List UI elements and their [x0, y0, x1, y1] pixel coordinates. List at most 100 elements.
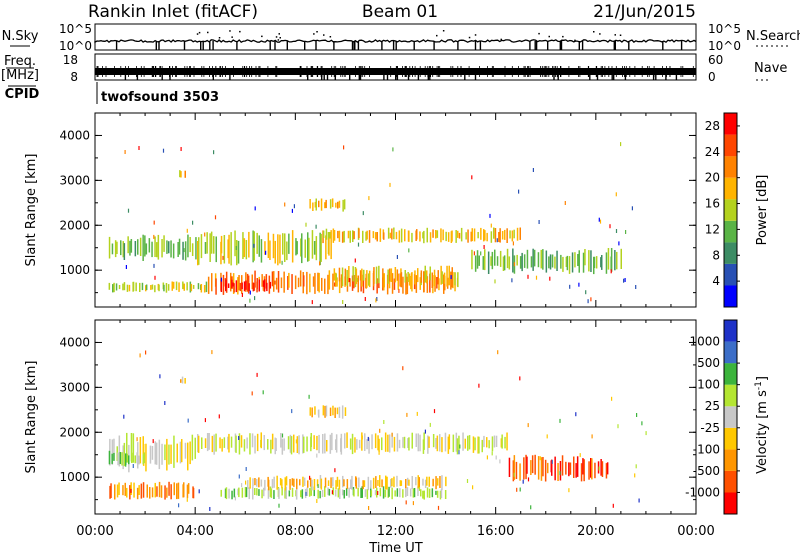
heatmap-cell — [329, 199, 332, 209]
heatmap-cell — [403, 436, 406, 449]
heatmap-cell — [518, 189, 520, 194]
heatmap-cell — [387, 434, 389, 452]
heatmap-cell — [251, 391, 253, 396]
colorbar-segment — [724, 320, 737, 342]
heatmap-cell — [490, 231, 493, 243]
radar-title: Rankin Inlet (fitACF) — [88, 2, 258, 22]
heatmap-cell — [318, 200, 320, 208]
heatmap-cell — [445, 476, 447, 487]
heatmap-cell — [277, 271, 280, 293]
heatmap-cell — [525, 454, 527, 480]
heatmap-cell — [303, 477, 306, 486]
velocity-colorbar-label-main: Velocity [m s — [755, 390, 770, 474]
heatmap-cell — [167, 284, 170, 291]
heatmap-cell — [420, 270, 423, 283]
heatmap-cell — [233, 283, 235, 293]
heatmap-cell — [111, 243, 114, 255]
heatmap-cell — [256, 281, 258, 293]
nsky-search-dot — [442, 30, 445, 32]
heatmap-cell — [286, 241, 288, 261]
heatmap-cell — [243, 238, 246, 258]
heatmap-cell — [433, 269, 436, 287]
heatmap-cell — [516, 227, 519, 241]
heatmap-cell — [547, 462, 549, 474]
heatmap-cell — [195, 237, 197, 260]
heatmap-cell — [132, 433, 135, 463]
heatmap-cell — [506, 228, 508, 243]
heatmap-cell — [313, 241, 316, 255]
heatmap-cell — [237, 488, 239, 496]
heatmap-cell — [173, 435, 175, 468]
heatmap-cell — [120, 240, 122, 256]
heatmap-cell — [454, 272, 456, 286]
heatmap-cell — [366, 230, 368, 240]
heatmap-cell — [348, 278, 350, 282]
heatmap-cell — [396, 255, 398, 259]
heatmap-cell — [309, 477, 312, 487]
heatmap-cell — [374, 433, 377, 449]
heatmap-cell — [291, 487, 294, 497]
heatmap-cell — [284, 488, 286, 499]
heatmap-cell — [335, 273, 337, 281]
heatmap-cell — [175, 281, 178, 291]
heatmap-cell — [314, 201, 317, 208]
heatmap-cell — [266, 282, 268, 292]
heatmap-cell — [312, 276, 315, 287]
heatmap-cell — [230, 436, 233, 448]
heatmap-cell — [508, 457, 511, 477]
heatmap-cell — [320, 198, 323, 211]
x-tick-label: 00:00 — [677, 524, 714, 539]
nsky-search-dot — [599, 33, 601, 35]
heatmap-cell — [236, 240, 238, 266]
heatmap-cell — [241, 293, 243, 297]
heatmap-cell — [156, 242, 158, 258]
heatmap-cell — [115, 283, 118, 291]
heatmap-cell — [499, 459, 501, 464]
heatmap-cell — [549, 276, 551, 281]
heatmap-cell — [221, 438, 223, 452]
colorbar-segment — [724, 220, 737, 243]
heatmap-cell — [334, 282, 336, 287]
heatmap-cell — [478, 383, 480, 388]
heatmap-cell — [426, 227, 428, 243]
colorbar-frame — [723, 319, 738, 515]
heatmap-cell — [548, 256, 550, 269]
heatmap-cell — [559, 461, 562, 481]
heatmap-cell — [294, 275, 297, 290]
heatmap-cell — [425, 274, 427, 279]
heatmap-cell — [288, 233, 290, 254]
heatmap-cell — [181, 376, 184, 384]
heatmap-cell — [605, 252, 608, 274]
heatmap-cell — [319, 261, 321, 266]
heatmap-cell — [503, 255, 506, 271]
heatmap-cell — [295, 238, 297, 256]
heatmap-cell — [391, 273, 394, 294]
heatmap-cell — [363, 480, 366, 487]
heatmap-cell — [276, 475, 278, 490]
colorbar-tick-label: 4 — [712, 274, 720, 288]
heatmap-cell — [334, 407, 336, 418]
heatmap-cell — [452, 434, 455, 453]
heatmap-cell — [184, 170, 186, 178]
heatmap-cell — [473, 228, 476, 242]
heatmap-cell — [370, 490, 373, 496]
heatmap-cell — [245, 467, 247, 471]
heatmap-cell — [247, 480, 249, 489]
heatmap-cell — [349, 278, 351, 287]
nsky-search-dot — [278, 33, 280, 35]
heatmap-cell — [484, 230, 486, 241]
heatmap-cell — [556, 250, 558, 271]
heatmap-cell — [497, 350, 499, 355]
nsky-search-dot — [436, 34, 438, 37]
heatmap-cell — [145, 443, 147, 472]
heatmap-cell — [331, 198, 334, 208]
heatmap-cell — [473, 251, 475, 256]
heatmap-cell — [423, 432, 425, 450]
heatmap-cell — [329, 232, 331, 239]
heatmap-cell — [386, 274, 389, 295]
nsky-search-dot — [218, 39, 220, 42]
heatmap-cell — [530, 460, 532, 475]
heatmap-cell — [224, 488, 227, 498]
heatmap-cell — [256, 488, 258, 496]
velocity-axes: 1000 2000 3000 4000 — [59, 320, 697, 514]
